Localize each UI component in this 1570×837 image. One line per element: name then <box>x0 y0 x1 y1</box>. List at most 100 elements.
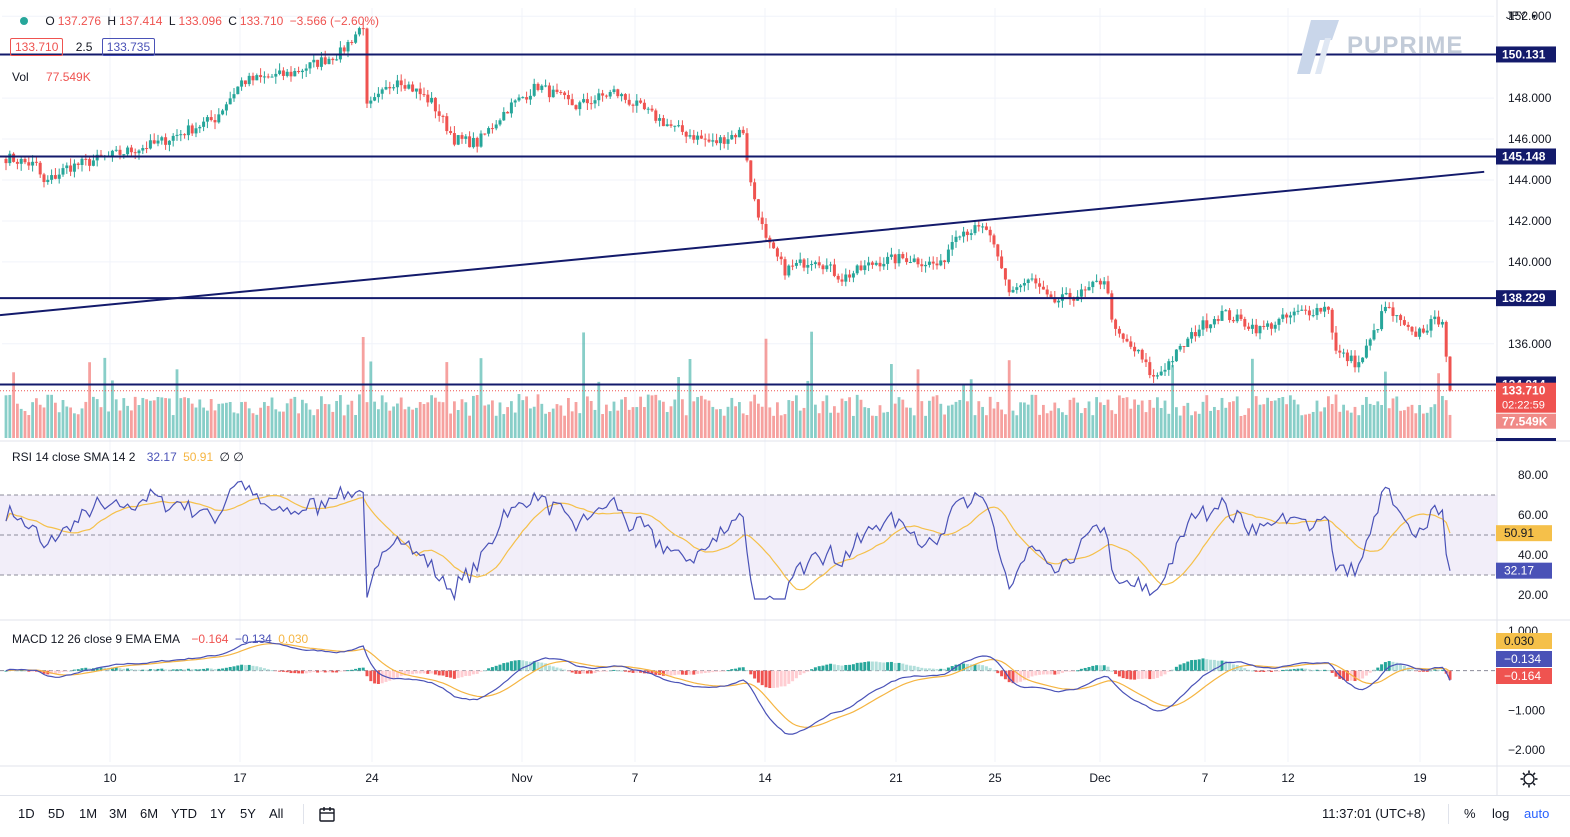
volume-bar <box>1308 413 1311 438</box>
volume-bar <box>426 402 430 438</box>
auto-toggle[interactable]: auto <box>1524 806 1550 821</box>
candle-body <box>1041 286 1045 290</box>
candle <box>954 230 958 248</box>
candle <box>973 221 977 236</box>
tf-all[interactable]: All <box>269 806 284 821</box>
candle <box>1414 326 1418 337</box>
candle <box>1095 274 1099 283</box>
price-tick-4: 142.000 <box>1508 214 1552 228</box>
macd-hist-bar <box>996 670 1000 674</box>
volume-bar <box>1209 410 1212 438</box>
candle-body <box>874 262 878 265</box>
volume-bar <box>498 402 502 438</box>
volume-bar <box>1224 407 1228 438</box>
volume-bar <box>206 410 209 438</box>
volume-bar <box>346 404 350 438</box>
candle <box>669 119 673 128</box>
macd-hist-bar <box>316 670 320 673</box>
volume-bar <box>1365 396 1368 438</box>
log-toggle[interactable]: log <box>1492 806 1510 821</box>
tf-ytd[interactable]: YTD <box>171 806 197 821</box>
candle-body <box>1205 320 1209 329</box>
candle-body <box>559 91 563 93</box>
rsi-tick-1: 60.00 <box>1518 508 1548 522</box>
macd-hist-bar <box>1117 670 1121 677</box>
candle-body <box>616 89 620 97</box>
volume-bar <box>1395 396 1399 438</box>
macd-hist-bar <box>1190 660 1194 671</box>
candle-body <box>1235 314 1239 322</box>
candle-body <box>1315 307 1319 316</box>
macd-hist-bar <box>886 662 890 671</box>
macd-hist-bar <box>627 670 631 673</box>
macd-hist-bar <box>1262 670 1266 672</box>
volume-bar <box>1026 404 1030 438</box>
candle-body <box>722 137 726 144</box>
candle-body <box>34 161 38 163</box>
candle <box>623 93 627 104</box>
candle-body <box>1288 315 1292 318</box>
candle-body <box>426 94 430 103</box>
candle-body <box>1224 310 1228 312</box>
candle <box>262 71 266 84</box>
tf-1d[interactable]: 1D <box>18 806 35 821</box>
candle <box>578 100 582 116</box>
macd-hist-bar <box>319 670 323 672</box>
clock[interactable]: 11:37:01 (UTC+8) <box>1322 806 1426 821</box>
volume-bar <box>1053 402 1057 438</box>
candle <box>893 253 897 270</box>
tf-5y[interactable]: 5Y <box>240 806 256 821</box>
volume-bar <box>456 410 460 438</box>
macd-hist-bar <box>741 667 745 671</box>
macd-hist-bar <box>616 670 620 672</box>
candle <box>1345 349 1349 367</box>
tf-1y[interactable]: 1Y <box>210 806 226 821</box>
volume-bar <box>168 398 171 438</box>
percent-toggle[interactable]: % <box>1464 806 1476 821</box>
tf-1m[interactable]: 1M <box>79 806 98 821</box>
candle <box>844 268 848 287</box>
ask-box[interactable]: 133.735 <box>101 38 156 56</box>
tf-3m[interactable]: 3M <box>109 806 128 821</box>
candle-body <box>597 93 601 101</box>
macd-hist-bar <box>1281 669 1285 671</box>
macd-hist-bar <box>456 670 460 678</box>
candle <box>730 130 734 140</box>
candle <box>1383 301 1387 314</box>
candle-body <box>179 134 183 136</box>
candle-body <box>525 97 529 100</box>
macd-hist-bar <box>958 664 962 671</box>
macd-hist-bar <box>532 661 536 671</box>
tf-6m[interactable]: 6M <box>140 806 159 821</box>
currency-label[interactable]: JPY ▾ <box>1506 10 1539 22</box>
macd-hist-bar <box>1038 670 1042 675</box>
candle-body <box>848 274 852 278</box>
macd-hist-bar <box>1220 660 1224 671</box>
tf-5d[interactable]: 5D <box>48 806 65 821</box>
volume-bar <box>1327 396 1330 438</box>
candle-body <box>316 59 320 67</box>
candle <box>642 99 646 111</box>
date-range-icon[interactable] <box>318 805 336 823</box>
candle <box>1288 311 1292 325</box>
macd-hist-bar <box>53 670 57 675</box>
macd-hist-bar <box>1007 670 1011 683</box>
candle-body <box>1152 375 1156 377</box>
volume-bar <box>1220 397 1224 438</box>
macd-hist-bar <box>905 664 909 671</box>
bid-box[interactable]: 133.710 <box>10 38 64 56</box>
chart-canvas[interactable]: 150.131145.148138.229134.014133.71002:22… <box>0 0 1570 795</box>
macd-hist-bar <box>479 670 483 672</box>
candle-body <box>487 128 491 134</box>
volume-bar <box>722 415 726 438</box>
macd-hist-bar <box>327 670 331 673</box>
candle <box>399 74 403 92</box>
candle-body <box>50 175 54 180</box>
macd-hist-bar <box>395 670 399 678</box>
candle-body <box>745 133 749 161</box>
candle <box>1209 324 1213 333</box>
volume-bar <box>1064 414 1068 438</box>
volume-bar <box>1114 413 1117 438</box>
macd-hist-bar <box>984 666 988 671</box>
volume-bar <box>122 398 126 438</box>
